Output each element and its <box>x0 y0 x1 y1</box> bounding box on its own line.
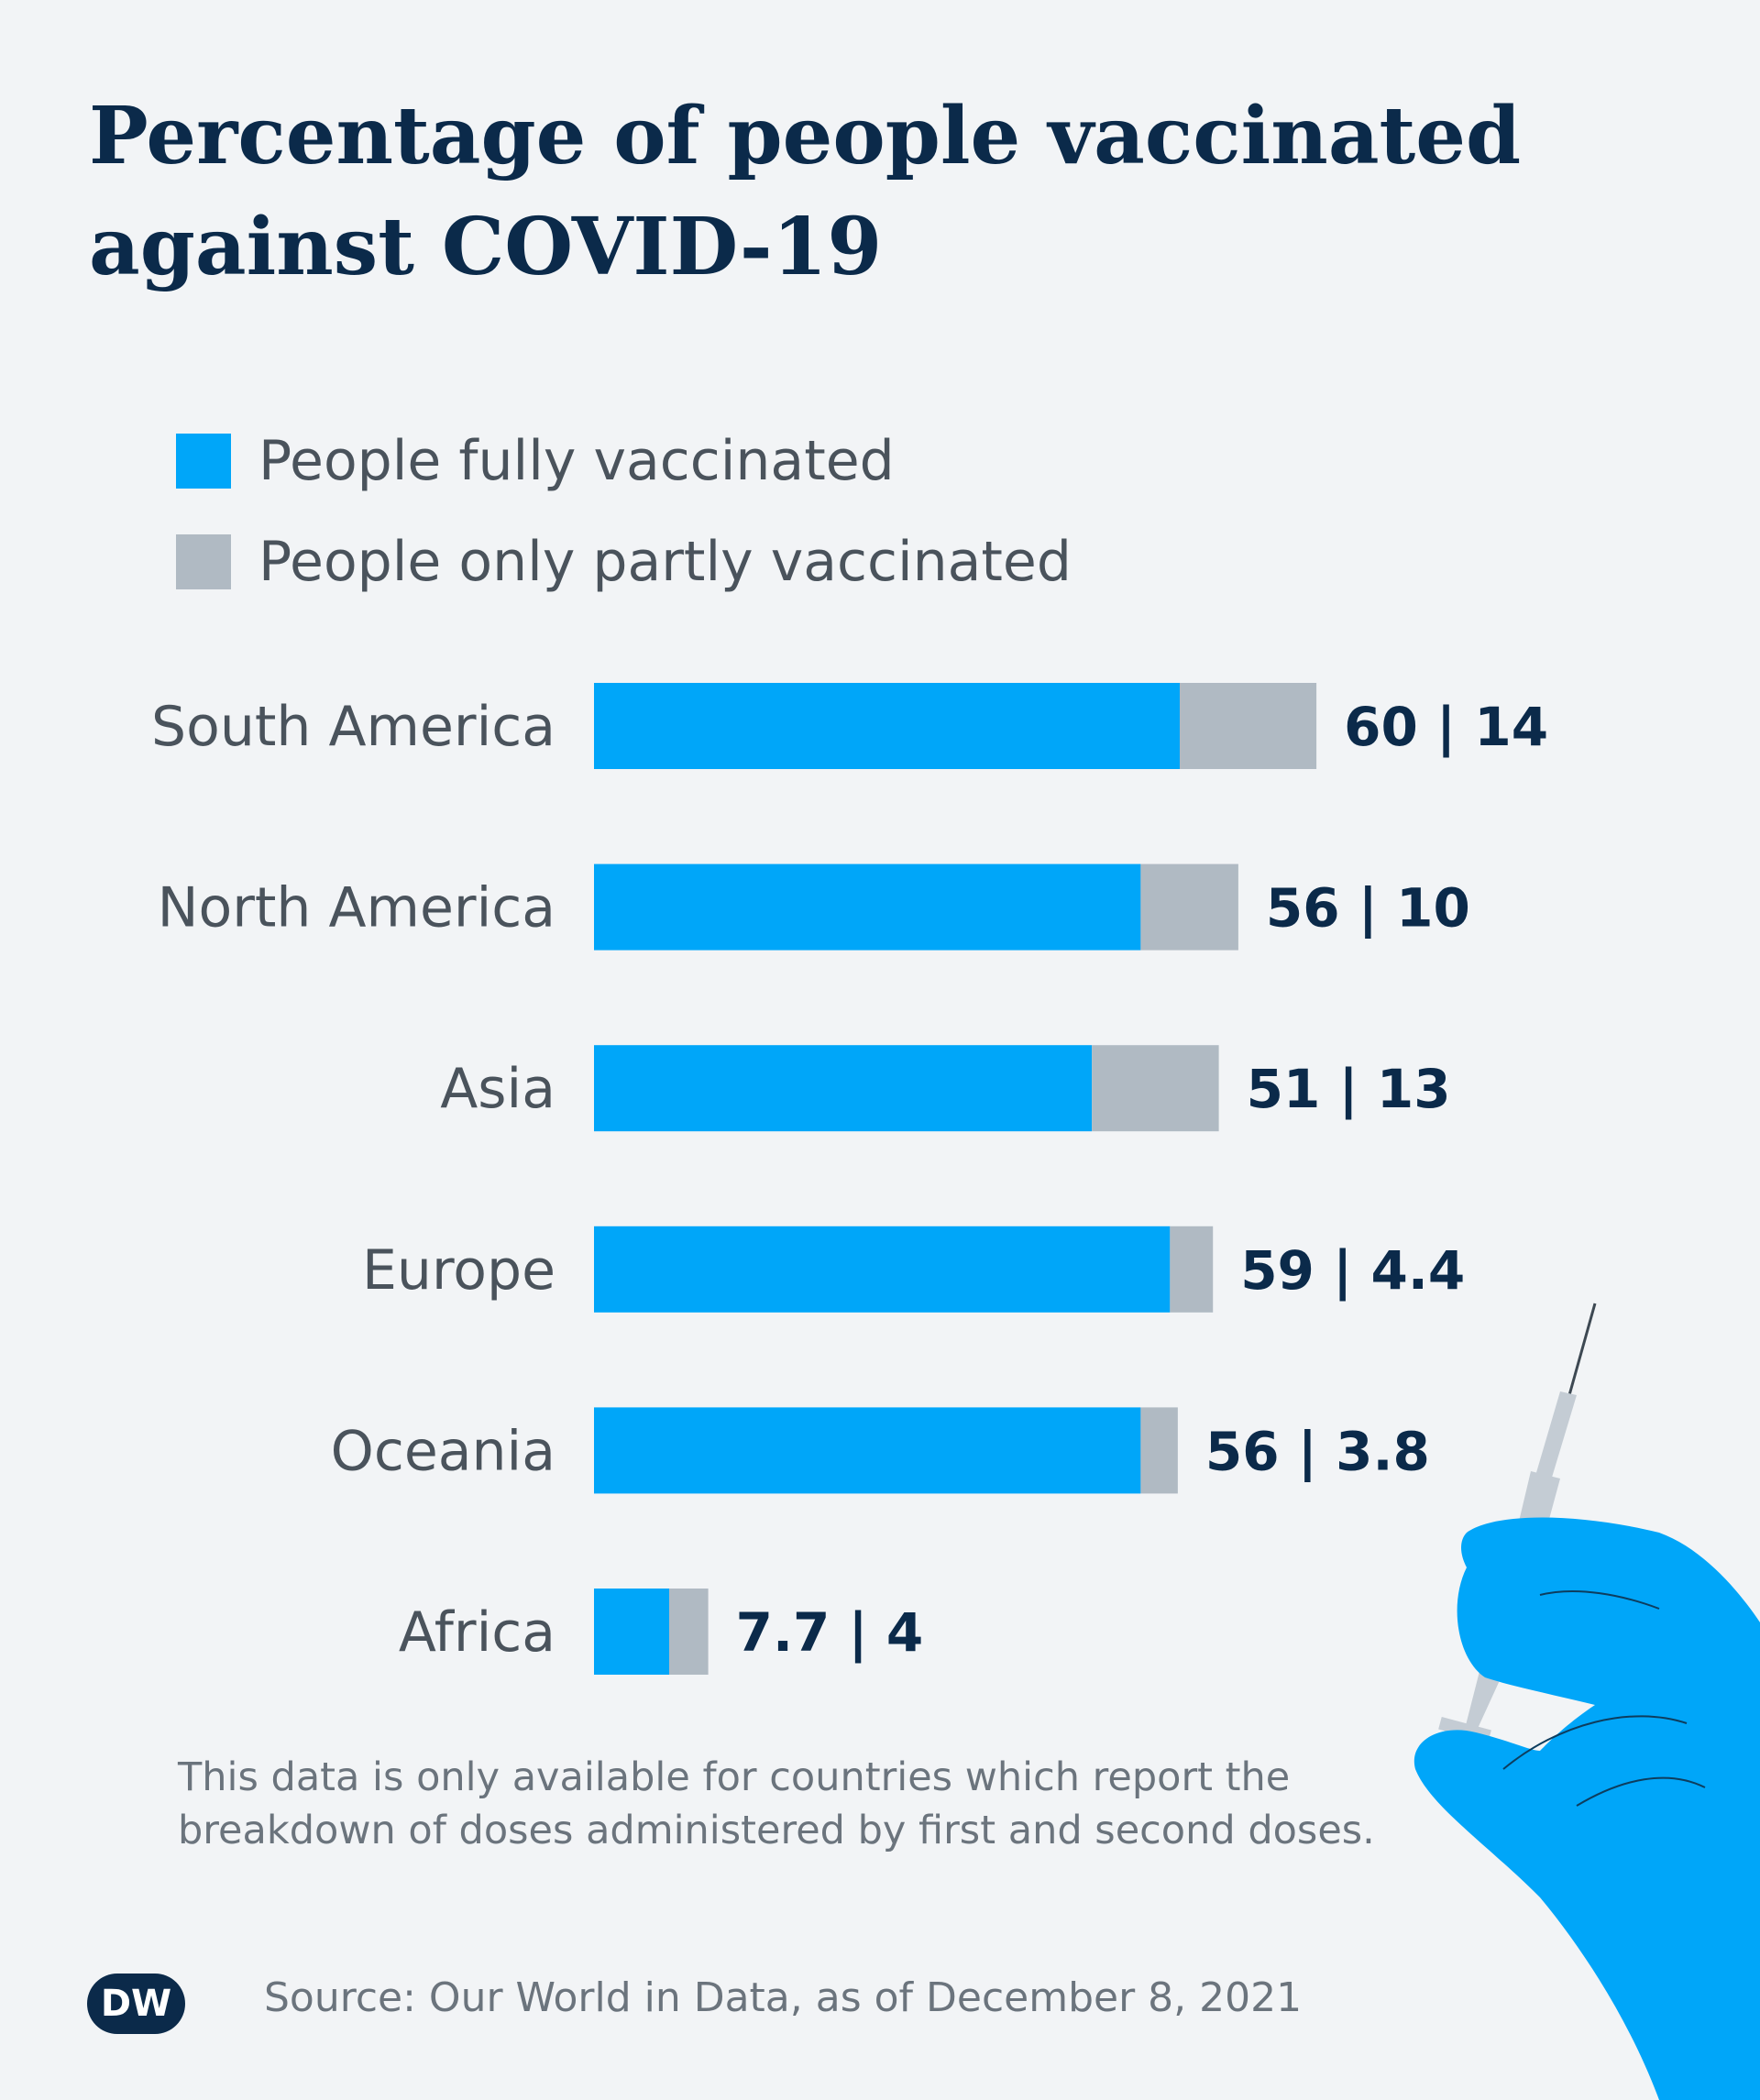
bar-fully-north-america <box>594 863 1141 951</box>
value-label: 56 | 3.8 <box>1205 1420 1430 1482</box>
bar-partly-asia <box>1092 1045 1219 1132</box>
value-label: 51 | 13 <box>1247 1058 1451 1120</box>
legend-label-partly: People only partly vaccinated <box>258 530 1072 594</box>
bar-fully-south-america <box>594 683 1180 769</box>
value-label: 60 | 14 <box>1344 696 1548 758</box>
bar-partly-africa <box>669 1589 709 1675</box>
value-label: 56 | 10 <box>1266 877 1470 940</box>
bar-partly-north-america <box>1140 863 1238 951</box>
bar-chart: South America 60 | 14 North America 56 | 10… <box>151 683 1548 1675</box>
value-label: 7.7 | 4 <box>736 1601 924 1664</box>
source-text: Source: Our World in Data, as of Decembe… <box>264 1974 1303 2021</box>
category-label: South America <box>151 695 556 759</box>
dw-logo-text: DW <box>100 1983 172 2025</box>
bar-fully-asia <box>594 1045 1093 1132</box>
legend-swatch-fully <box>176 434 231 489</box>
dw-logo: DW <box>87 1974 185 2034</box>
glove-icon <box>1414 1517 1760 2100</box>
bar-fully-oceania <box>594 1407 1141 1494</box>
category-label: Oceania <box>331 1419 556 1483</box>
bar-partly-europe <box>1170 1226 1214 1313</box>
category-label: Europe <box>362 1238 556 1303</box>
category-label: North America <box>158 876 556 940</box>
value-label: 59 | 4.4 <box>1240 1239 1465 1302</box>
category-label: Africa <box>399 1600 556 1665</box>
bar-fully-europe <box>594 1226 1171 1313</box>
bar-fully-africa <box>594 1589 670 1675</box>
syringe-glove-illustration <box>1414 1303 1760 2100</box>
legend-swatch-partly <box>176 534 231 589</box>
category-label: Asia <box>440 1057 556 1121</box>
chart-title: Percentage of people vaccinated against … <box>89 90 1522 293</box>
bar-partly-south-america <box>1180 683 1317 769</box>
bar-partly-oceania <box>1140 1407 1178 1494</box>
footnote: This data is only available for countrie… <box>178 1754 1375 1853</box>
legend-label-fully: People fully vaccinated <box>258 429 895 493</box>
